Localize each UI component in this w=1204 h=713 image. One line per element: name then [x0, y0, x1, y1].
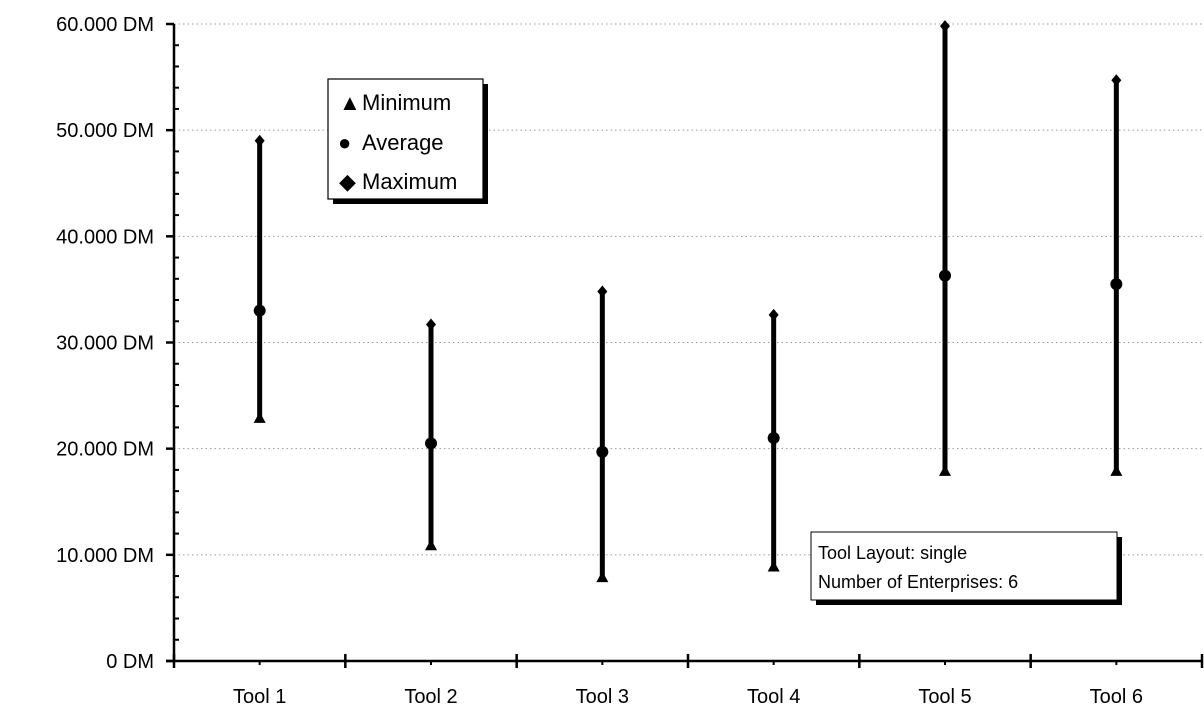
y-tick-label-6: 60.000 DM — [56, 14, 154, 36]
min-marker-5 — [939, 464, 951, 476]
avg-marker-6 — [1110, 278, 1123, 291]
avg-marker-2 — [425, 437, 437, 450]
min-marker-4 — [767, 560, 780, 572]
legend-symbol-maximum: ◆ — [339, 169, 356, 194]
avg-marker-3 — [596, 445, 609, 458]
avg-marker-4 — [767, 432, 780, 445]
y-tick-label-0: 0 DM — [106, 651, 154, 673]
x-tick-label-3: Tool 4 — [747, 686, 800, 708]
legend-label-average: Average — [362, 130, 444, 155]
avg-marker-5 — [939, 269, 951, 282]
grid-layer — [174, 23, 1202, 556]
y-tick-label-3: 30.000 DM — [56, 333, 154, 355]
legend-box — [327, 78, 484, 200]
info-line-tool-layout: Tool Layout: single — [818, 543, 967, 563]
x-tick-label-1: Tool 2 — [404, 686, 457, 708]
max-marker-3 — [597, 285, 608, 298]
info-line-enterprises: Number of Enterprises: 6 — [818, 572, 1018, 592]
max-marker-4 — [768, 308, 779, 321]
axis-layer: 0 DM 10.000 DM 20.000 DM 30.000 DM 40.000 DM… — [56, 14, 1204, 708]
max-marker-2 — [426, 318, 436, 331]
min-marker-2 — [425, 539, 437, 551]
y-tick-label-1: 10.000 DM — [56, 545, 154, 567]
legend-symbol-minimum: ▲ — [339, 90, 361, 115]
avg-marker-1 — [253, 304, 266, 317]
x-tick-label-0: Tool 1 — [233, 686, 286, 708]
y-tick-label-4: 40.000 DM — [56, 226, 154, 248]
x-tick-label-4: Tool 5 — [918, 686, 971, 708]
info-box-frame — [810, 531, 1118, 601]
legend-label-minimum: Minimum — [362, 90, 451, 115]
info-box: Tool Layout: single Number of Enterprise… — [810, 531, 1122, 605]
y-tick-label-5: 50.000 DM — [56, 120, 154, 142]
x-tick-label-2: Tool 3 — [576, 686, 629, 708]
min-marker-1 — [253, 411, 266, 423]
legend-label-maximum: Maximum — [362, 169, 457, 194]
max-marker-1 — [254, 134, 265, 147]
max-marker-6 — [1111, 74, 1122, 87]
legend-symbol-average: ● — [338, 130, 351, 155]
legend: ▲ Minimum ● Average ◆ Maximum — [327, 78, 488, 204]
min-marker-3 — [596, 571, 609, 583]
y-tick-label-2: 20.000 DM — [56, 439, 154, 461]
max-marker-5 — [940, 20, 950, 33]
x-tick-label-5: Tool 6 — [1090, 686, 1143, 708]
min-marker-6 — [1110, 464, 1123, 476]
marks-layer — [253, 20, 1123, 583]
